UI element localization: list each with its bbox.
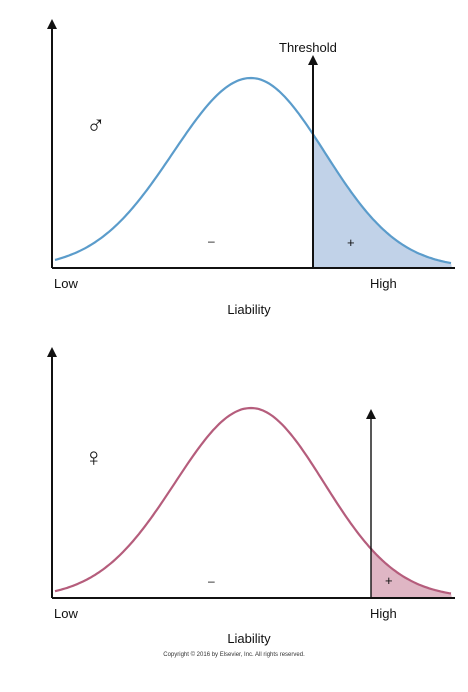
- copyright-notice: Copyright © 2016 by Elsevier, Inc. All r…: [163, 652, 305, 658]
- male-x-axis-label: Liability: [227, 302, 271, 317]
- male-unaffected-minus: –: [208, 234, 215, 248]
- male-low-label: Low: [54, 276, 78, 291]
- female-unaffected-minus: –: [208, 574, 215, 588]
- male-panel: Threshold ♂ – + Low High Liability: [47, 19, 455, 317]
- female-affected-plus: +: [385, 573, 393, 588]
- male-symbol: ♂: [86, 110, 106, 140]
- male-liability-curve: [54, 76, 452, 265]
- female-high-label: High: [370, 606, 397, 621]
- male-affected-area: [313, 134, 452, 268]
- female-x-axis-label: Liability: [227, 631, 271, 646]
- female-symbol: ♀: [84, 442, 104, 472]
- female-liability-curve: [54, 406, 452, 595]
- threshold-label: Threshold: [279, 40, 337, 55]
- female-panel: ♀ – + Low High Liability: [47, 347, 455, 646]
- male-high-label: High: [370, 276, 397, 291]
- female-low-label: Low: [54, 606, 78, 621]
- female-affected-area: [371, 548, 452, 598]
- male-affected-plus: +: [347, 235, 355, 250]
